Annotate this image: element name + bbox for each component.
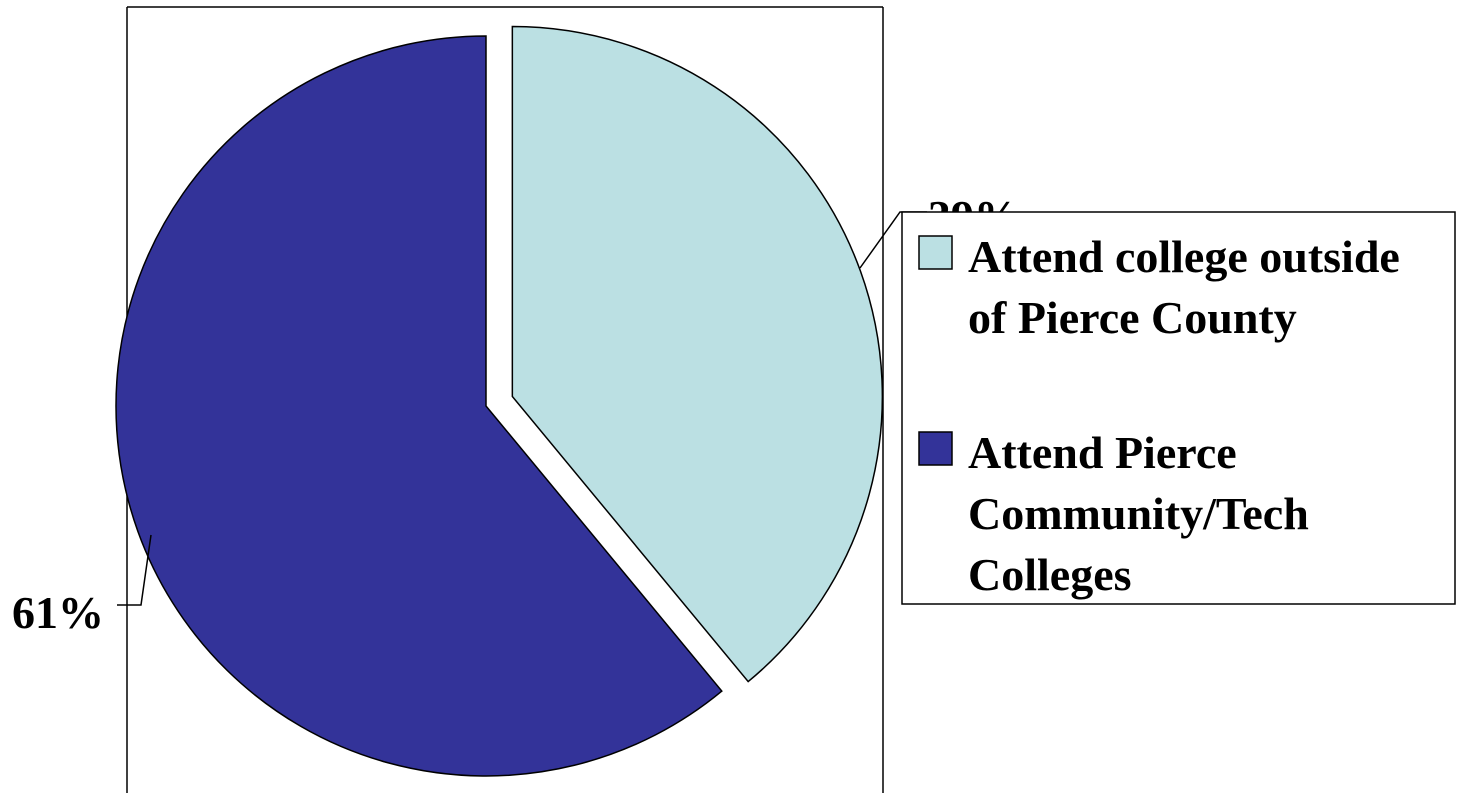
legend-label-line: Colleges bbox=[968, 549, 1132, 600]
data-label-2: 61% bbox=[12, 587, 104, 638]
legend-label-line: of Pierce County bbox=[968, 292, 1297, 343]
slices-layer bbox=[115, 25, 884, 777]
legend-swatch bbox=[918, 235, 953, 270]
legend-swatch bbox=[918, 431, 953, 466]
pie-slice-1 bbox=[511, 25, 884, 683]
pie-slice-2 bbox=[115, 35, 723, 777]
legend-label-line: Attend college outside bbox=[968, 231, 1400, 282]
legend-item-1: Attend college outside of Pierce County bbox=[918, 231, 1400, 343]
legend-item-2: Attend Pierce Community/Tech Colleges bbox=[918, 427, 1309, 600]
legend-label-line: Community/Tech bbox=[968, 488, 1309, 539]
legend-label-line: Attend Pierce bbox=[968, 427, 1237, 478]
legend-box bbox=[901, 211, 1456, 605]
leader-line-2 bbox=[117, 534, 152, 606]
